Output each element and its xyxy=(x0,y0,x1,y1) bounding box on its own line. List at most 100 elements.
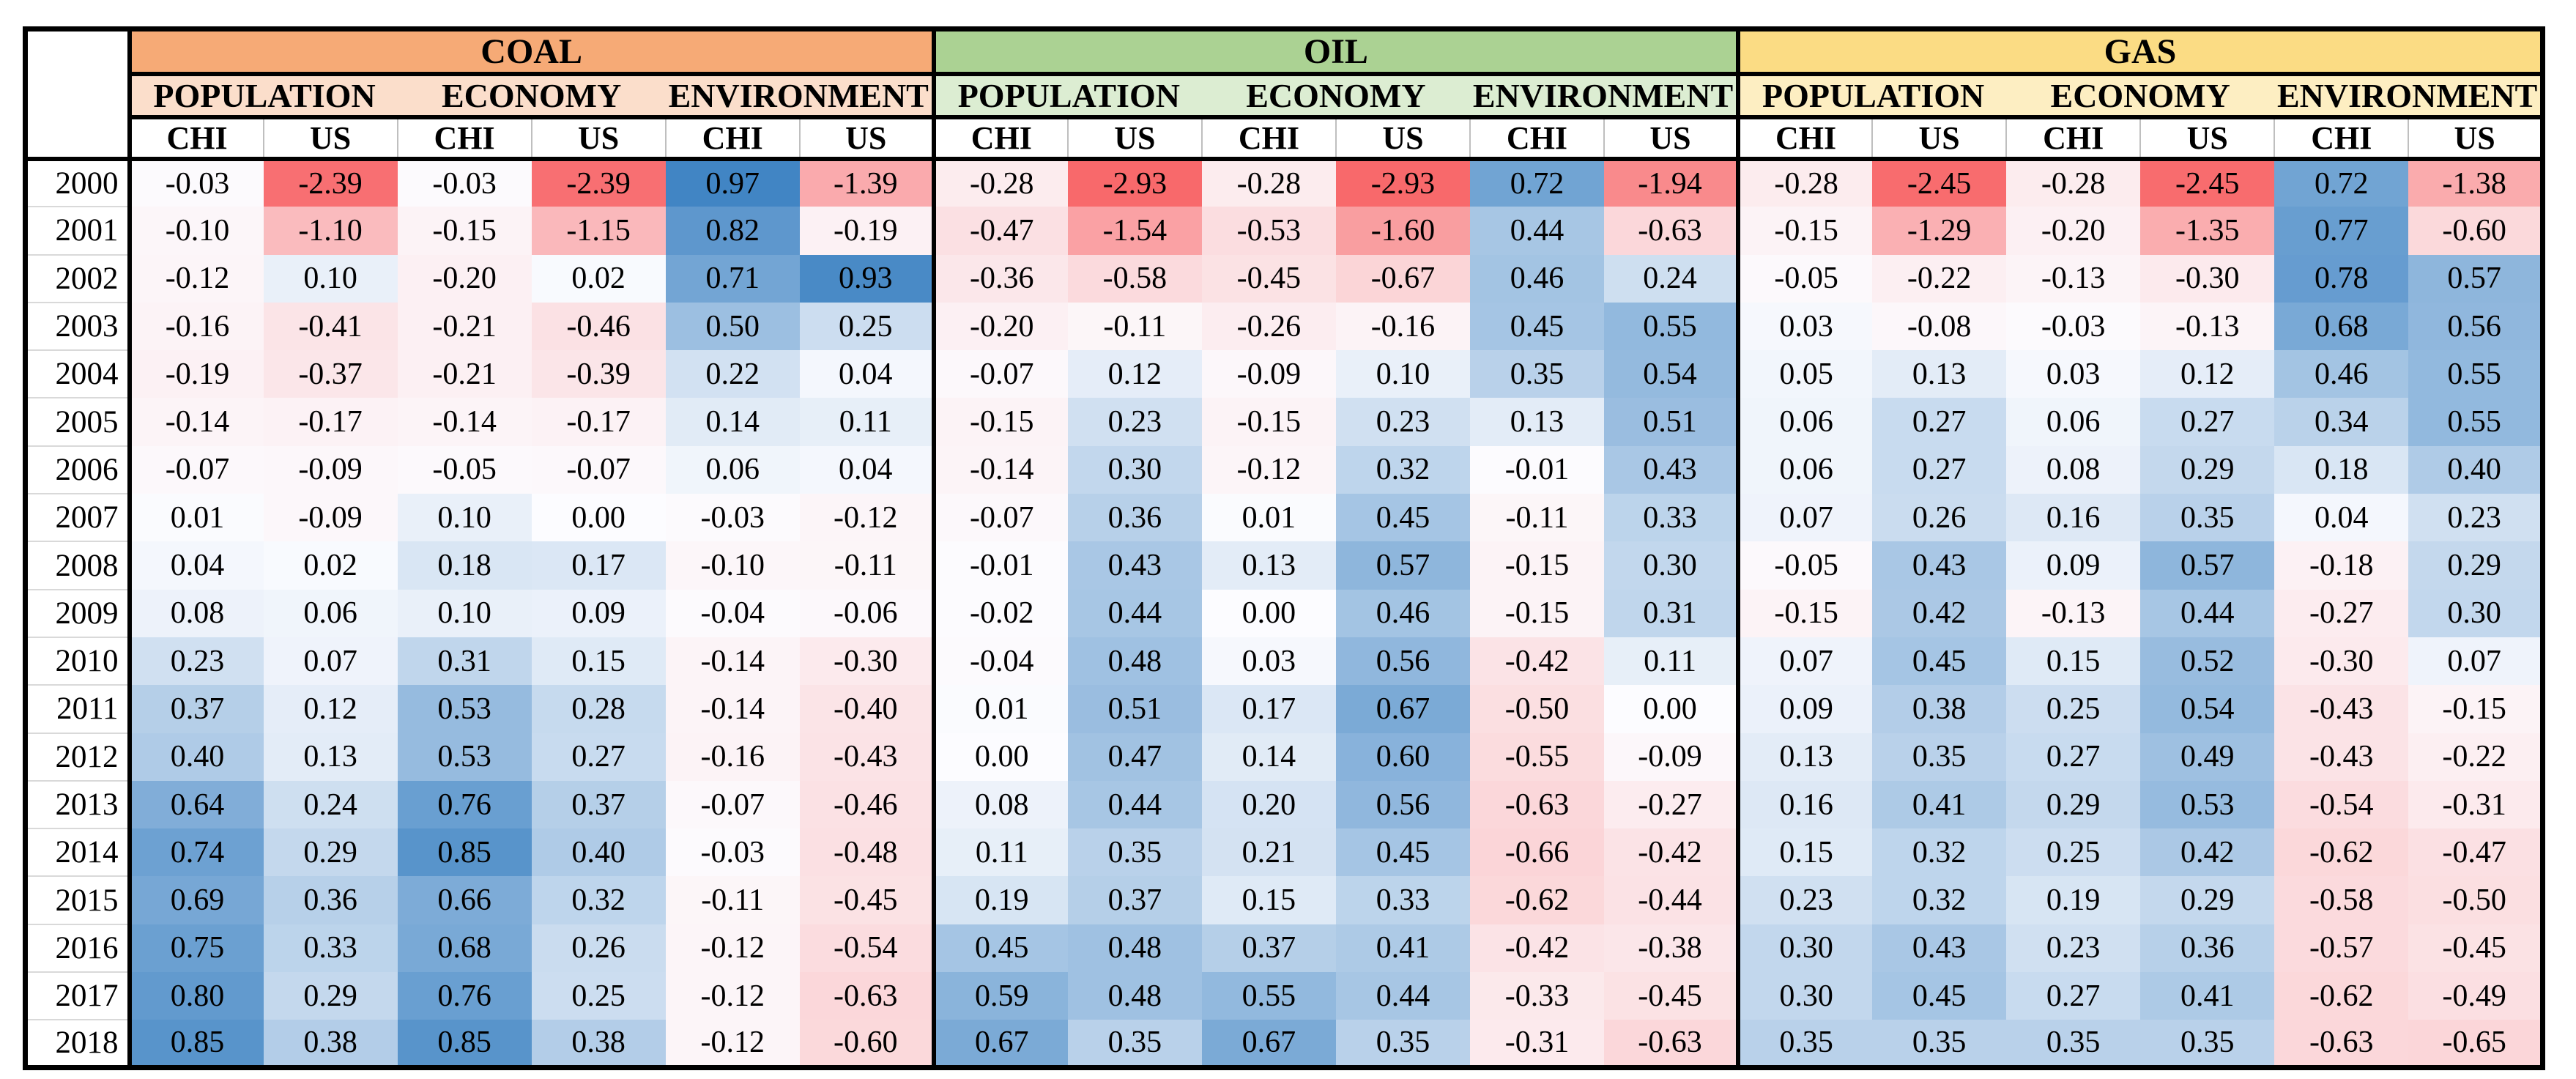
data-cell: -0.11 xyxy=(1067,302,1202,351)
data-cell: -0.28 xyxy=(2006,159,2141,207)
data-cell: -2.39 xyxy=(531,159,666,207)
data-cell: -1.54 xyxy=(1067,207,1202,255)
data-cell: 0.53 xyxy=(397,733,532,781)
data-cell: -0.19 xyxy=(799,207,934,255)
data-cell: -0.47 xyxy=(2408,828,2543,877)
data-cell: -0.63 xyxy=(799,972,934,1020)
data-cell: 0.33 xyxy=(1335,876,1470,924)
data-cell: 0.07 xyxy=(1736,637,1873,686)
data-cell: 0.09 xyxy=(531,589,666,637)
data-cell: 0.75 xyxy=(127,924,264,973)
data-cell: -0.14 xyxy=(931,445,1068,494)
data-cell: 0.17 xyxy=(531,541,666,590)
table-row: 2005 -0.14 -0.17 -0.14 -0.17 0.14 0.11 -0.15 0.2… xyxy=(25,397,2543,446)
data-cell: 0.35 xyxy=(1067,828,1202,877)
group-header-coal: COAL xyxy=(127,29,934,76)
data-cell: 0.55 xyxy=(1604,302,1739,351)
data-cell: 0.08 xyxy=(931,780,1068,829)
data-cell: -0.63 xyxy=(1604,207,1739,255)
country-header-us: US xyxy=(1603,117,1739,161)
data-cell: 0.20 xyxy=(1201,780,1336,829)
data-cell: 0.12 xyxy=(2140,350,2275,398)
data-cell: -0.15 xyxy=(1736,589,1873,637)
data-cell: 0.57 xyxy=(1335,541,1470,590)
data-cell: -0.05 xyxy=(1736,254,1873,303)
data-cell: 0.48 xyxy=(1067,924,1202,973)
data-cell: 0.82 xyxy=(665,207,800,255)
data-cell: -0.36 xyxy=(931,254,1068,303)
data-cell: -0.39 xyxy=(531,350,666,398)
data-cell: -1.39 xyxy=(799,159,934,207)
data-cell: 0.06 xyxy=(1736,398,1873,446)
category-header-gas-economy: ECONOMY xyxy=(2006,74,2275,119)
data-cell: 0.01 xyxy=(1201,494,1336,542)
country-header-us: US xyxy=(2408,117,2543,161)
data-cell: 0.08 xyxy=(127,589,264,637)
data-cell: -2.93 xyxy=(1067,159,1202,207)
country-header-us: US xyxy=(1871,117,2007,161)
data-cell: 0.24 xyxy=(1604,254,1739,303)
data-cell: 0.00 xyxy=(1201,589,1336,637)
data-cell: -0.21 xyxy=(397,350,532,398)
data-cell: -0.66 xyxy=(1469,828,1605,877)
row-year: 2018 xyxy=(25,1019,132,1068)
row-year: 2003 xyxy=(25,301,132,351)
data-cell: 0.14 xyxy=(1201,733,1336,781)
data-cell: -0.43 xyxy=(799,733,934,781)
data-cell: -0.50 xyxy=(2408,876,2543,924)
data-cell: 0.25 xyxy=(799,302,934,351)
table-row: 2001 -0.10 -1.10 -0.15 -1.15 0.82 -0.19 -0.47 -1… xyxy=(25,206,2543,255)
data-cell: 0.53 xyxy=(2140,780,2275,829)
data-cell: 0.26 xyxy=(1872,494,2007,542)
data-cell: 0.00 xyxy=(1604,685,1739,733)
data-cell: 0.30 xyxy=(2408,589,2543,637)
data-cell: -0.45 xyxy=(799,876,934,924)
data-cell: 0.02 xyxy=(531,254,666,303)
country-header-us: US xyxy=(530,117,666,161)
data-cell: -0.14 xyxy=(665,637,800,686)
data-cell: 0.44 xyxy=(1469,207,1605,255)
data-cell: 0.00 xyxy=(931,733,1068,781)
table-row: 2013 0.64 0.24 0.76 0.37 -0.07 -0.46 0.08 0.44 0.… xyxy=(25,779,2543,829)
data-cell: 0.16 xyxy=(2006,494,2141,542)
data-cell: -0.15 xyxy=(1469,589,1605,637)
data-cell: -0.09 xyxy=(263,494,398,542)
data-cell: -0.20 xyxy=(931,302,1068,351)
data-cell: 0.19 xyxy=(2006,876,2141,924)
data-cell: 0.43 xyxy=(1604,445,1739,494)
data-cell: -0.60 xyxy=(2408,207,2543,255)
table-row: 2018 0.85 0.38 0.85 0.38 -0.12 -0.60 0.67 0.35 0.… xyxy=(25,1019,2543,1068)
data-cell: 0.67 xyxy=(931,1020,1068,1068)
data-cell: 0.07 xyxy=(2408,637,2543,686)
data-cell: 0.09 xyxy=(1736,685,1873,733)
data-cell: 0.76 xyxy=(397,780,532,829)
table-row: 2006 -0.07 -0.09 -0.05 -0.07 0.06 0.04 -0.14 0.3… xyxy=(25,445,2543,494)
data-cell: 0.13 xyxy=(1736,733,1873,781)
data-cell: 0.25 xyxy=(2006,828,2141,877)
data-cell: 0.56 xyxy=(1335,637,1470,686)
data-cell: -0.04 xyxy=(665,589,800,637)
data-cell: 0.49 xyxy=(2140,733,2275,781)
data-cell: -0.03 xyxy=(2006,302,2141,351)
data-cell: 0.03 xyxy=(1201,637,1336,686)
country-header-chi: CHI xyxy=(664,117,800,161)
data-cell: 0.85 xyxy=(397,828,532,877)
data-cell: 0.15 xyxy=(1201,876,1336,924)
data-cell: -1.15 xyxy=(531,207,666,255)
data-cell: 0.48 xyxy=(1067,637,1202,686)
data-cell: 0.08 xyxy=(2006,445,2141,494)
group-header-oil: OIL xyxy=(931,29,1739,76)
data-cell: 0.35 xyxy=(1872,733,2007,781)
data-cell: 0.53 xyxy=(397,685,532,733)
data-cell: -0.40 xyxy=(799,685,934,733)
data-cell: -0.02 xyxy=(931,589,1068,637)
data-cell: 0.09 xyxy=(2006,541,2141,590)
data-cell: -0.08 xyxy=(1872,302,2007,351)
data-cell: 0.35 xyxy=(1736,1020,1873,1068)
data-cell: -0.10 xyxy=(665,541,800,590)
data-cell: -0.12 xyxy=(665,924,800,973)
data-cell: -2.45 xyxy=(1872,159,2007,207)
data-cell: -1.38 xyxy=(2408,159,2543,207)
data-cell: -0.21 xyxy=(397,302,532,351)
data-cell: 0.67 xyxy=(1335,685,1470,733)
